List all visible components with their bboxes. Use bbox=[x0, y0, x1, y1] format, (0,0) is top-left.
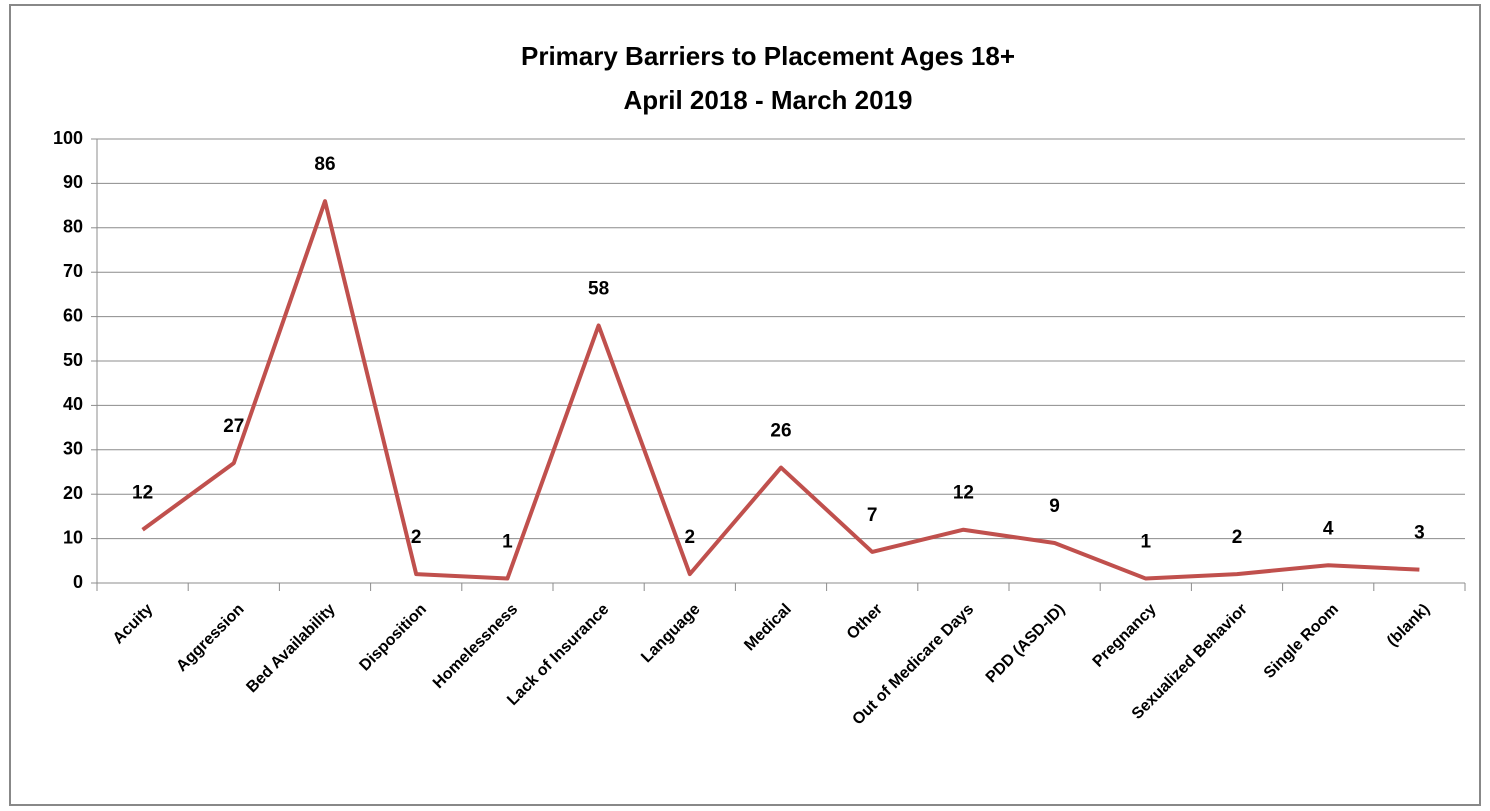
y-tick-label: 30 bbox=[63, 439, 83, 459]
data-label: 1 bbox=[502, 532, 513, 553]
data-label: 1 bbox=[1141, 532, 1152, 553]
data-label: 2 bbox=[685, 527, 696, 548]
data-label: 27 bbox=[223, 416, 244, 437]
y-tick-label: 0 bbox=[73, 572, 83, 592]
y-tick-label: 100 bbox=[53, 128, 83, 148]
data-label: 3 bbox=[1414, 523, 1425, 544]
y-tick-label: 20 bbox=[63, 483, 83, 503]
data-label: 2 bbox=[411, 527, 422, 548]
chart-title: Primary Barriers to Placement Ages 18+ bbox=[521, 41, 1015, 71]
data-label: 26 bbox=[770, 421, 791, 442]
y-tick-label: 90 bbox=[63, 172, 83, 192]
y-tick-label: 50 bbox=[63, 350, 83, 370]
y-tick-label: 10 bbox=[63, 527, 83, 547]
data-label: 4 bbox=[1323, 518, 1334, 539]
data-label: 12 bbox=[132, 483, 153, 504]
data-label: 86 bbox=[314, 154, 335, 175]
chart-subtitle: April 2018 - March 2019 bbox=[623, 85, 912, 115]
data-label: 2 bbox=[1232, 527, 1243, 548]
y-tick-label: 40 bbox=[63, 394, 83, 414]
y-tick-label: 60 bbox=[63, 305, 83, 325]
data-label: 9 bbox=[1049, 496, 1060, 517]
y-tick-label: 80 bbox=[63, 217, 83, 237]
data-line bbox=[141, 199, 1420, 581]
data-label: 58 bbox=[588, 278, 609, 299]
data-label: 12 bbox=[953, 483, 974, 504]
y-tick-label: 70 bbox=[63, 261, 83, 281]
data-label: 7 bbox=[867, 505, 878, 526]
